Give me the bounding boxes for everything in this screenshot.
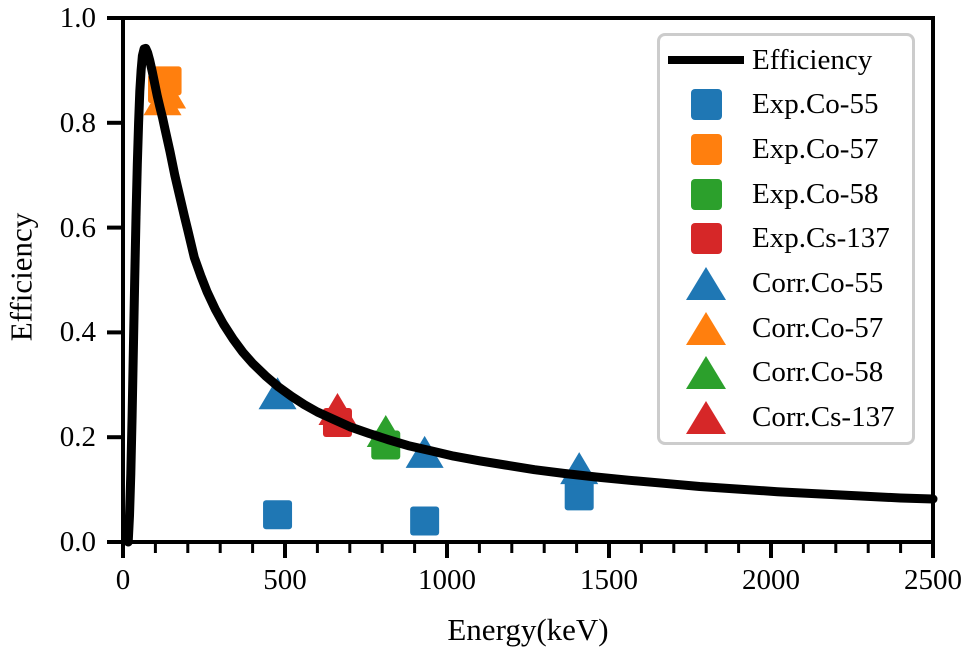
legend: Efficiency Exp.Co-55 Exp.Co-57 Exp.Co-58 Exp… [657,33,915,445]
marker-triangle-Corr.Co-55 [258,377,297,410]
legend-item-Corr.Co-58: Corr.Co-58 [660,351,912,395]
legend-label: Corr.Cs-137 [752,401,895,434]
legend-line-marker [660,56,752,65]
legend-item-Exp.Co-58: Exp.Co-58 [660,172,912,216]
x-axis-label: Energy(keV) [447,612,609,647]
legend-label: Efficiency [752,43,873,76]
y-tick-label: 0.2 [59,421,96,454]
legend-item-Exp.Cs-137: Exp.Cs-137 [660,217,912,261]
square-swatch [690,134,722,166]
legend-label: Exp.Co-57 [752,133,879,166]
triangle-swatch [686,356,726,390]
square-swatch [690,89,722,121]
efficiency-curve [123,43,938,547]
x-tick-label: 2500 [904,564,962,596]
legend-square-marker [660,178,752,210]
legend-square-marker [660,89,752,121]
legend-item-Corr.Co-55: Corr.Co-55 [660,262,912,306]
legend-item-Efficiency: Efficiency [660,38,912,82]
x-tick-label: 0 [115,564,131,596]
legend-triangle-marker [660,356,752,390]
legend-label: Exp.Cs-137 [752,222,890,255]
y-tick-label: 0.4 [59,316,96,349]
y-tick-label: 0.0 [59,526,96,558]
legend-triangle-marker [660,311,752,345]
y-tick-label: 1.0 [59,2,96,34]
legend-item-Exp.Co-55: Exp.Co-55 [660,83,912,127]
legend-triangle-marker [660,401,752,435]
y-tick-label: 0.8 [59,106,96,139]
x-tick-label: 500 [263,564,307,596]
legend-label: Exp.Co-55 [752,88,879,121]
x-tick-label: 2000 [742,564,800,596]
legend-item-Exp.Co-57: Exp.Co-57 [660,128,912,172]
marker-square-Exp.Co-55 [564,481,594,511]
plot-area-border [121,16,935,544]
legend-triangle-marker [660,267,752,301]
marker-square-Exp.Co-55 [263,500,293,530]
line-swatch [668,56,744,65]
marker-square-Exp.Co-55 [410,506,440,536]
x-tick-label: 1500 [580,564,638,596]
legend-item-Corr.Cs-137: Corr.Cs-137 [660,396,912,440]
legend-square-marker [660,223,752,255]
legend-label: Exp.Co-58 [752,177,879,210]
triangle-swatch [686,401,726,435]
square-swatch [690,223,722,255]
legend-label: Corr.Co-58 [752,356,884,389]
y-tick-label: 0.6 [59,211,96,244]
triangle-swatch [686,267,726,301]
x-tick-label: 1000 [418,564,476,596]
legend-label: Corr.Co-55 [752,267,884,300]
square-swatch [690,178,722,210]
legend-item-Corr.Co-57: Corr.Co-57 [660,306,912,350]
legend-label: Corr.Co-57 [752,311,884,344]
legend-square-marker [660,134,752,166]
triangle-swatch [686,311,726,345]
